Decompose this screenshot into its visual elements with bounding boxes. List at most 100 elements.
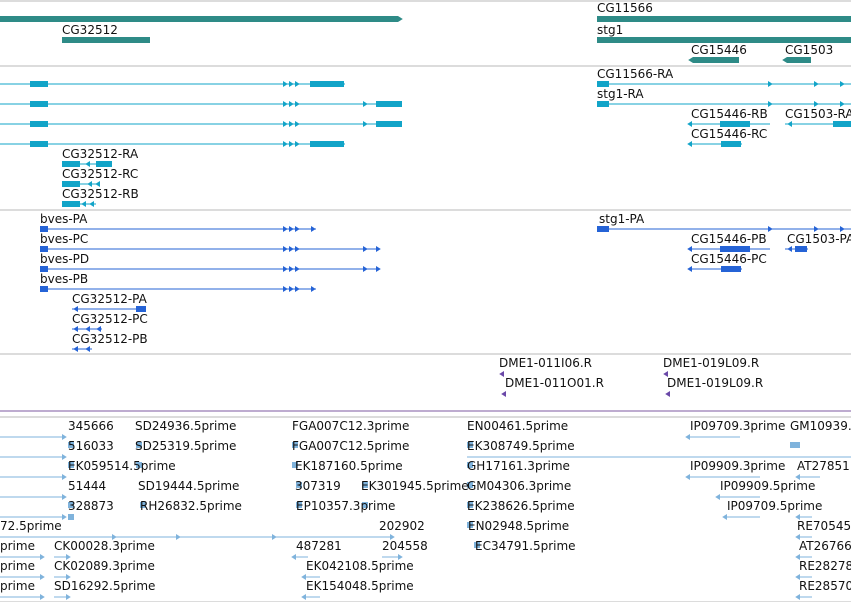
intron-arrow[interactable]: [768, 226, 773, 232]
exon[interactable]: [30, 121, 48, 127]
exon[interactable]: [833, 121, 851, 127]
est-block[interactable]: [467, 442, 473, 448]
intron-arrow[interactable]: [840, 101, 845, 107]
exon[interactable]: [62, 181, 80, 187]
intron-arrow[interactable]: [376, 246, 381, 252]
exon[interactable]: [720, 121, 750, 127]
gene-bar[interactable]: [693, 57, 739, 63]
est-arrow[interactable]: [795, 594, 800, 600]
gene-bar[interactable]: [688, 57, 693, 63]
est-arrow[interactable]: [301, 594, 306, 600]
exon[interactable]: [597, 81, 609, 87]
est-block[interactable]: [68, 462, 74, 468]
intron-arrow[interactable]: [73, 326, 78, 332]
intron-arrow[interactable]: [840, 226, 845, 232]
est-block[interactable]: [136, 442, 142, 448]
exon[interactable]: [597, 101, 609, 107]
intron-arrow[interactable]: [840, 81, 845, 87]
est-arrow[interactable]: [795, 514, 800, 520]
est-block[interactable]: [68, 442, 74, 448]
intron-arrow[interactable]: [289, 101, 294, 107]
probe-mark[interactable]: [663, 371, 668, 377]
intron-arrow[interactable]: [85, 161, 90, 167]
est-arrow[interactable]: [62, 434, 67, 440]
intron-arrow[interactable]: [283, 226, 288, 232]
est-arrow[interactable]: [66, 574, 71, 580]
est-block[interactable]: [136, 462, 142, 468]
est-arrow[interactable]: [272, 534, 277, 540]
est-arrow[interactable]: [40, 554, 45, 560]
intron-arrow[interactable]: [289, 286, 294, 292]
est-block[interactable]: [362, 502, 368, 508]
est-block[interactable]: [467, 462, 473, 468]
intron-arrow[interactable]: [289, 81, 294, 87]
intron-arrow[interactable]: [95, 181, 100, 187]
intron-arrow[interactable]: [295, 266, 300, 272]
est-block[interactable]: [68, 502, 74, 508]
est-arrow[interactable]: [390, 534, 395, 540]
est-block[interactable]: [296, 502, 302, 508]
exon[interactable]: [597, 226, 609, 232]
exon[interactable]: [310, 81, 344, 87]
gene-bar[interactable]: [398, 16, 403, 22]
intron-arrow[interactable]: [311, 286, 316, 292]
exon[interactable]: [720, 246, 750, 252]
intron-arrow[interactable]: [787, 121, 792, 127]
gene-bar[interactable]: [597, 37, 851, 43]
intron-arrow[interactable]: [289, 266, 294, 272]
intron-arrow[interactable]: [73, 306, 78, 312]
est-block[interactable]: [467, 482, 473, 488]
intron-arrow[interactable]: [85, 346, 90, 352]
probe-mark[interactable]: [665, 391, 670, 397]
intron-arrow[interactable]: [311, 226, 316, 232]
intron-arrow[interactable]: [73, 346, 78, 352]
est-arrow[interactable]: [40, 574, 45, 580]
est-arrow[interactable]: [62, 494, 67, 500]
exon[interactable]: [136, 306, 146, 312]
est-block[interactable]: [790, 442, 800, 448]
probe-mark[interactable]: [499, 371, 504, 377]
intron-arrow[interactable]: [814, 101, 819, 107]
est-arrow[interactable]: [112, 534, 117, 540]
intron-arrow[interactable]: [289, 226, 294, 232]
gene-bar[interactable]: [787, 57, 811, 63]
intron-arrow[interactable]: [289, 141, 294, 147]
intron-arrow[interactable]: [768, 101, 773, 107]
est-arrow[interactable]: [62, 454, 67, 460]
intron-arrow[interactable]: [295, 226, 300, 232]
exon[interactable]: [376, 121, 402, 127]
est-block[interactable]: [467, 502, 473, 508]
intron-arrow[interactable]: [687, 141, 692, 147]
est-arrow[interactable]: [66, 554, 71, 560]
intron-arrow[interactable]: [295, 121, 300, 127]
gene-bar[interactable]: [597, 16, 851, 22]
est-arrow[interactable]: [795, 474, 800, 480]
gene-bar[interactable]: [62, 37, 150, 43]
est-block[interactable]: [140, 502, 146, 508]
est-block[interactable]: [474, 542, 480, 548]
gene-bar[interactable]: [782, 57, 787, 63]
exon[interactable]: [40, 266, 48, 272]
exon[interactable]: [62, 201, 80, 207]
est-arrow[interactable]: [291, 554, 296, 560]
est-arrow[interactable]: [62, 514, 67, 520]
exon[interactable]: [310, 141, 344, 147]
exon[interactable]: [30, 81, 48, 87]
intron-arrow[interactable]: [814, 226, 819, 232]
intron-arrow[interactable]: [283, 286, 288, 292]
intron-arrow[interactable]: [289, 121, 294, 127]
intron-arrow[interactable]: [363, 246, 368, 252]
intron-arrow[interactable]: [283, 81, 288, 87]
est-block[interactable]: [292, 462, 298, 468]
est-arrow[interactable]: [301, 574, 306, 580]
probe-mark[interactable]: [501, 391, 506, 397]
intron-arrow[interactable]: [295, 101, 300, 107]
intron-arrow[interactable]: [289, 246, 294, 252]
intron-arrow[interactable]: [96, 326, 101, 332]
est-arrow[interactable]: [685, 434, 690, 440]
est-block[interactable]: [292, 442, 298, 448]
est-arrow[interactable]: [795, 554, 800, 560]
intron-arrow[interactable]: [363, 266, 368, 272]
exon[interactable]: [795, 246, 807, 252]
